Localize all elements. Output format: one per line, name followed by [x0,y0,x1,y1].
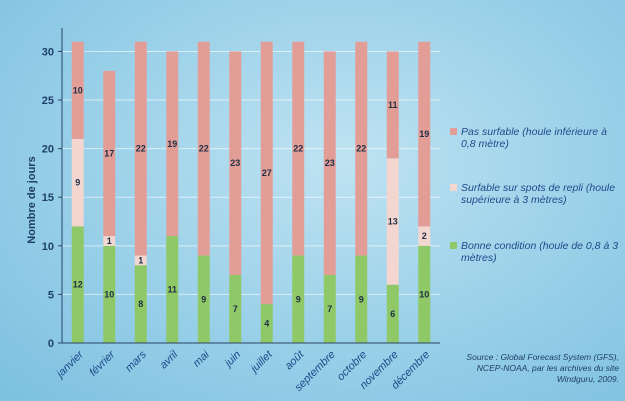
bar-segment [103,70,116,237]
data-label: 27 [262,168,272,178]
bar-segment [292,255,305,343]
data-label: 11 [167,285,177,295]
y-tick-labels: 0 5 10 15 20 25 30 [42,46,62,350]
legend-swatch [450,128,457,135]
data-label: 12 [73,280,83,290]
bar-segment [386,284,399,343]
data-label: 8 [138,299,143,309]
bar-segment [197,41,210,256]
bar-segment [260,41,273,305]
bar-segment [134,41,147,256]
data-label: 9 [296,294,301,304]
data-label: 23 [230,158,240,168]
data-label: 6 [390,309,395,319]
x-tick-label: février [87,348,118,379]
source-note: Source : Global Forecast System (GFS), N… [466,352,619,384]
data-label: 22 [293,144,303,154]
data-label: 7 [327,304,332,314]
data-label: 19 [419,129,429,139]
bar-segment [355,255,368,343]
data-label: 22 [356,144,366,154]
x-tick-labels: janvier février mars avril mai juin juillet aoû… [53,348,432,394]
y-tick-label: 20 [42,144,54,156]
bar-segment [103,236,116,246]
bar-segment [260,304,273,343]
legend-item: Surfable sur spots de repli (houle supér… [450,182,622,206]
data-label: 10 [73,85,83,95]
bar-segment [323,274,336,343]
y-axis-label: Nombre de jours [26,156,38,243]
data-label: 17 [104,148,114,158]
data-label: 10 [104,289,114,299]
x-tick-label: mai [191,348,212,369]
bar-segment [134,265,147,343]
axes [61,28,440,344]
y-tick-label: 0 [48,338,54,350]
bar-segment [418,41,431,227]
bar-segment [71,226,84,343]
legend-item: Bonne condition (houle de 0,8 à 3 mètres… [450,240,622,264]
y-tick-label: 30 [42,46,54,58]
bar-segment [71,41,84,139]
bar-segment [71,138,84,227]
data-label: 10 [419,289,429,299]
bar-segment [386,51,399,159]
data-label: 9 [359,294,364,304]
x-tick-label: avril [158,348,181,371]
bar-segment [134,255,147,266]
bar-segment [166,51,179,237]
bar-segment [292,41,305,256]
bars: 12 9 10 10 1 17 8 1 22 11 19 9 22 7 23 4 27 9 22 7 23 9 22 6 13 1… [71,41,431,343]
x-tick-label: mars [123,348,149,374]
data-label: 1 [107,236,112,246]
y-tick-label: 15 [42,192,54,204]
x-tick-label: juillet [247,348,275,376]
bar-segment [418,245,431,343]
bar-segment [418,226,431,246]
bar-segment [197,255,210,343]
bar-segment [323,51,336,275]
legend-swatch [450,242,457,249]
data-label: 13 [388,217,398,227]
legend-swatch [450,184,457,191]
data-label: 1 [138,255,143,265]
data-label: 4 [264,319,269,329]
y-tick-label: 5 [48,289,54,301]
legend-item: Pas surfable (houle inférieure à 0,8 mèt… [450,126,622,150]
data-label: 11 [388,100,398,110]
bar-segment [103,245,116,343]
bar-segment [229,274,242,343]
data-label: 2 [422,231,427,241]
bar-segment [166,236,179,343]
bar-segment [355,41,368,256]
data-label: 19 [167,139,177,149]
data-label: 7 [233,304,238,314]
data-label: 22 [136,144,146,154]
data-label: 9 [201,294,206,304]
gridlines [62,50,440,344]
x-tick-label: août [283,348,307,372]
y-tick-label: 10 [42,241,54,253]
legend-label: Bonne condition (houle de 0,8 à 3 mètres… [461,240,619,264]
data-label: 9 [75,178,80,188]
bar-segment [386,158,399,285]
bar-segment [229,51,242,275]
x-tick-label: janvier [53,348,87,382]
data-label: 22 [199,144,209,154]
legend-label: Surfable sur spots de repli (houle supér… [461,182,616,206]
x-tick-label: juin [221,349,243,371]
legend-label: Pas surfable (houle inférieure à 0,8 mèt… [461,126,607,150]
y-tick-label: 25 [42,95,54,107]
data-label: 23 [325,158,335,168]
